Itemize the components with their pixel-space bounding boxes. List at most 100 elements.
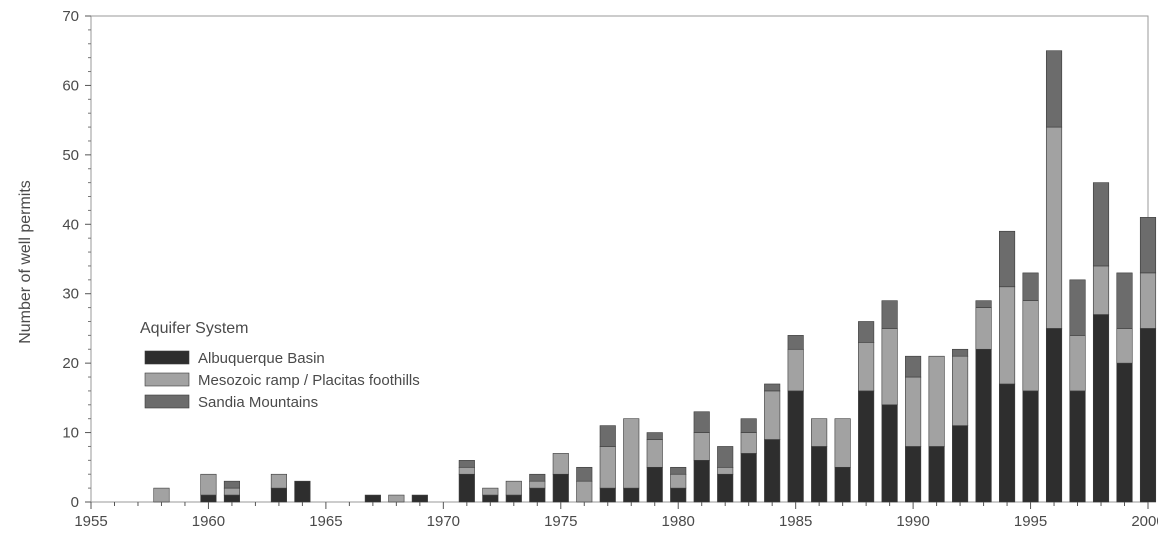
bar-1981-series-1 — [693, 460, 710, 503]
bar-1973-series-2 — [505, 480, 522, 496]
x-tick-label: 1960 — [192, 513, 225, 530]
legend-label: Albuquerque Basin — [198, 350, 325, 367]
bar-1971-series-3 — [458, 460, 475, 468]
legend: Aquifer System Albuquerque Basin Mesozoic… — [140, 320, 420, 411]
bar-1967-series-1 — [364, 494, 381, 503]
bar-1994-series-3 — [999, 230, 1016, 288]
bar-1989-series-3 — [881, 300, 898, 329]
bar-1990-series-1 — [905, 446, 922, 503]
bar-1991-series-2 — [928, 355, 945, 447]
y-axis: 0 10 20 30 40 50 60 70 — [62, 8, 91, 511]
bar-1980-series-2 — [670, 473, 687, 489]
bar-1982-series-2 — [717, 466, 734, 475]
bar-1992-series-1 — [952, 425, 969, 503]
bar-2000-series-1 — [1139, 328, 1157, 503]
y-axis-title: Number of well permits — [17, 180, 34, 344]
legend-swatch — [144, 372, 190, 387]
bar-1994-series-2 — [999, 286, 1016, 385]
bar-1975-series-2 — [552, 453, 569, 475]
bar-1999-series-1 — [1116, 362, 1133, 503]
x-tick-label: 1990 — [896, 513, 929, 530]
y-tick-label: 40 — [62, 216, 79, 233]
y-tick-label: 0 — [71, 494, 79, 511]
bar-1987-series-1 — [834, 466, 851, 503]
bar-1986-series-1 — [811, 446, 828, 503]
bar-1983-series-1 — [740, 453, 757, 503]
bar-1974-series-2 — [529, 480, 546, 489]
bar-2000-series-2 — [1139, 272, 1157, 329]
bar-1992-series-3 — [952, 348, 969, 357]
legend-label: Mesozoic ramp / Placitas foothills — [198, 372, 420, 389]
bar-1982-series-3 — [717, 446, 734, 468]
bar-1995-series-2 — [1022, 300, 1039, 392]
y-tick-label: 10 — [62, 425, 79, 442]
bar-1987-series-2 — [834, 418, 851, 468]
y-tick-label: 50 — [62, 147, 79, 164]
bar-1974-series-1 — [529, 487, 546, 503]
bar-1973-series-1 — [505, 494, 522, 503]
bar-1984-series-1 — [764, 439, 781, 503]
bar-1974-series-3 — [529, 473, 546, 482]
bar-1968-series-2 — [388, 494, 405, 503]
bar-1995-series-3 — [1022, 272, 1039, 301]
bar-1961-series-3 — [223, 480, 240, 489]
legend-swatch — [144, 350, 190, 365]
bar-1989-series-2 — [881, 328, 898, 406]
bar-1977-series-2 — [599, 446, 616, 489]
bar-1985-series-3 — [787, 335, 804, 350]
bar-1999-series-2 — [1116, 328, 1133, 364]
x-tick-label: 1975 — [544, 513, 577, 530]
bar-1996-series-2 — [1045, 126, 1063, 329]
bar-1996-series-1 — [1045, 328, 1063, 503]
bar-1958-series-2 — [153, 487, 170, 503]
bar-1961-series-1 — [223, 494, 240, 503]
bars-group — [153, 50, 1157, 503]
bar-1978-series-1 — [623, 487, 640, 503]
bar-1979-series-3 — [646, 432, 663, 440]
legend-swatch — [144, 394, 190, 409]
bar-1993-series-1 — [975, 348, 992, 503]
bar-1998-series-2 — [1092, 265, 1110, 315]
bar-1964-series-1 — [294, 480, 311, 503]
bar-1988-series-3 — [858, 321, 875, 343]
bar-1993-series-2 — [975, 307, 992, 350]
bar-1981-series-3 — [693, 411, 710, 433]
bar-1961-series-2 — [223, 487, 240, 496]
bar-1988-series-1 — [858, 390, 875, 503]
bar-1977-series-1 — [599, 487, 616, 503]
bar-1997-series-3 — [1069, 279, 1086, 336]
x-tick-label: 1965 — [309, 513, 342, 530]
bar-1985-series-1 — [787, 390, 804, 503]
bar-1988-series-2 — [858, 342, 875, 392]
bar-1979-series-2 — [646, 439, 663, 468]
bar-1999-series-3 — [1116, 272, 1133, 329]
bar-1960-series-1 — [200, 494, 217, 503]
bar-1985-series-2 — [787, 348, 804, 392]
bar-1972-series-1 — [482, 494, 499, 503]
x-tick-label: 2000 — [1131, 513, 1158, 530]
bar-1992-series-2 — [952, 355, 969, 426]
bar-1990-series-3 — [905, 355, 922, 378]
bar-1975-series-1 — [552, 473, 569, 503]
bar-1984-series-2 — [764, 390, 781, 440]
bar-1997-series-1 — [1069, 390, 1086, 503]
bar-2000-series-3 — [1139, 217, 1157, 274]
bar-1971-series-2 — [458, 466, 475, 475]
bar-1977-series-3 — [599, 425, 616, 447]
bar-1963-series-2 — [270, 473, 287, 489]
bar-1960-series-2 — [200, 473, 217, 496]
bar-1998-series-1 — [1092, 314, 1110, 503]
x-tick-label: 1970 — [427, 513, 460, 530]
x-tick-label: 1955 — [74, 513, 107, 530]
bar-1963-series-1 — [270, 487, 287, 503]
bar-1976-series-2 — [576, 480, 593, 503]
bar-1995-series-1 — [1022, 390, 1039, 503]
bar-1979-series-1 — [646, 466, 663, 503]
x-axis: 1955 1960 1965 1970 1975 1980 1985 1990 1995 2000 — [74, 502, 1158, 530]
bar-1978-series-2 — [623, 418, 640, 489]
bar-1993-series-3 — [975, 300, 992, 308]
legend-title: Aquifer System — [140, 320, 248, 337]
bar-1981-series-2 — [693, 432, 710, 461]
bar-1986-series-2 — [811, 418, 828, 447]
